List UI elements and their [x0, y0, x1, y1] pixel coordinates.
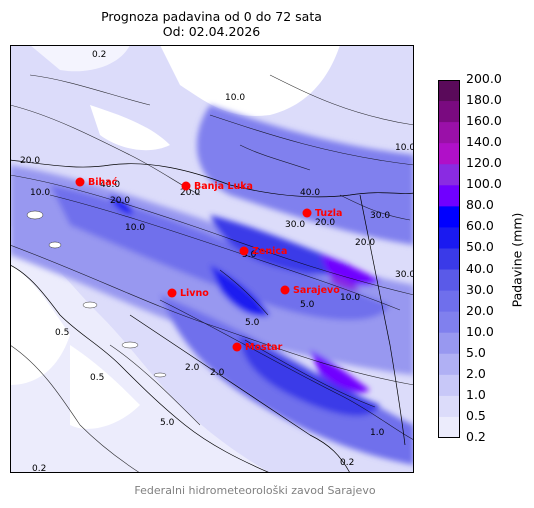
- colorbar-band: [438, 290, 460, 313]
- footer-credit: Federalni hidrometeorološki zavod Saraje…: [134, 484, 376, 497]
- map-frame: [10, 45, 414, 473]
- city-marker: [280, 285, 290, 295]
- colorbar-band: [438, 206, 460, 228]
- contour-label: 20.0: [20, 156, 40, 166]
- contour-label: 5.0: [242, 250, 257, 260]
- colorbar-tick-label: 40.0: [466, 260, 494, 276]
- contour-label: 10.0: [225, 93, 245, 103]
- colorbar-band: [438, 395, 460, 418]
- city-marker: [75, 177, 85, 187]
- city-marker: [167, 288, 177, 298]
- colorbar-tick-label: 0.5: [466, 407, 486, 423]
- colorbar-tick-label: 50.0: [466, 239, 494, 255]
- colorbar-band: [438, 332, 460, 355]
- colorbar-tick-label: 30.0: [466, 281, 494, 297]
- contour-label: 0.5: [55, 328, 69, 338]
- map-title: Prognoza padavina od 0 do 72 sata: [101, 9, 322, 24]
- contour-label: 40.0: [100, 180, 120, 190]
- contour-label: 5.0: [245, 318, 260, 328]
- contour-label: 0.2: [340, 458, 354, 468]
- colorbar-band: [438, 101, 460, 123]
- contour-label: 20.0: [355, 238, 375, 248]
- colorbar-tick-label: 20.0: [466, 302, 494, 318]
- colorbar-band: [438, 311, 460, 334]
- colorbar-tick-label: 2.0: [466, 365, 486, 381]
- colorbar: [438, 80, 460, 438]
- colorbar-band: [438, 122, 460, 144]
- colorbar-band: [438, 248, 460, 271]
- colorbar-tick-label: 140.0: [466, 134, 502, 150]
- contour-label: 30.0: [285, 220, 305, 230]
- contour-label: 30.0: [370, 211, 390, 221]
- contour-label: 10.0: [125, 223, 145, 233]
- city-label: Mostar: [245, 342, 283, 353]
- city-markers: Bihać Banja Luka Tuzla Zenica Livno Sarajevo M…: [75, 177, 342, 353]
- colorbar-tick-label: 1.0: [466, 386, 486, 402]
- precipitation-map: 0.2 0.2 10.0 10.0 20.0 20.0 20.0 30.0 40.0 40.0 10…: [10, 45, 414, 473]
- city-label: Bihać: [88, 177, 118, 188]
- city-label: Zenica: [252, 246, 287, 257]
- colorbar-tick-label: 60.0: [466, 218, 494, 234]
- contour-label: 0.2: [92, 50, 106, 60]
- colorbar-tick-label: 180.0: [466, 92, 502, 108]
- city-label: Livno: [180, 288, 209, 299]
- city-label: Banja Luka: [194, 181, 253, 192]
- colorbar-tick-label: 80.0: [466, 197, 494, 213]
- city-marker: [232, 342, 242, 352]
- colorbar-band: [438, 416, 460, 438]
- colorbar-band: [438, 143, 460, 165]
- city-marker: [239, 246, 249, 256]
- contour-label: 2.0: [210, 368, 225, 378]
- colorbar-band: [438, 269, 460, 292]
- contour-label: 20.0: [315, 218, 335, 228]
- contour-labels: 0.2 0.2 10.0 10.0 20.0 20.0 20.0 30.0 40.0 40.0 10…: [20, 50, 414, 473]
- colorbar-tick-label: 200.0: [466, 71, 502, 86]
- contour-label: 10.0: [30, 188, 50, 198]
- colorbar-tick-label: 100.0: [466, 176, 502, 192]
- colorbar-title: Padavine (mm): [509, 212, 525, 308]
- colorbar-band: [438, 353, 460, 376]
- contour-label: 40.0: [300, 188, 320, 198]
- colorbar-tick-label: 5.0: [466, 344, 486, 360]
- map-subtitle: Od: 02.04.2026: [162, 24, 261, 39]
- colorbar-band: [438, 164, 460, 186]
- city-marker: [181, 181, 191, 191]
- contour-label: 10.0: [340, 293, 360, 303]
- contour-label: 30.0: [395, 270, 414, 280]
- colorbar-tick-label: 120.0: [466, 155, 502, 171]
- contour-label: 0.5: [90, 373, 104, 383]
- contour-label: 10.0: [395, 143, 414, 153]
- contour-label: 5.0: [300, 300, 315, 310]
- colorbar-tick-label: 160.0: [466, 113, 502, 129]
- colorbar-band: [438, 227, 460, 249]
- colorbar-band: [438, 185, 460, 207]
- colorbar-band: [438, 80, 460, 102]
- colorbar-band: [438, 374, 460, 397]
- contour-label: 5.0: [160, 418, 175, 428]
- precipitation-field: [10, 45, 414, 473]
- colorbar-tick-label: 10.0: [466, 323, 494, 339]
- contour-label: 0.2: [32, 464, 46, 473]
- contour-label: 2.0: [185, 363, 200, 373]
- contour-label: 20.0: [180, 188, 200, 198]
- city-label: Tuzla: [315, 208, 342, 219]
- contour-label: 1.0: [370, 428, 385, 438]
- city-marker: [302, 208, 312, 218]
- colorbar-tick-label: 0.2: [466, 429, 486, 444]
- contour-label: 20.0: [110, 196, 130, 206]
- city-label: Sarajevo: [293, 285, 340, 296]
